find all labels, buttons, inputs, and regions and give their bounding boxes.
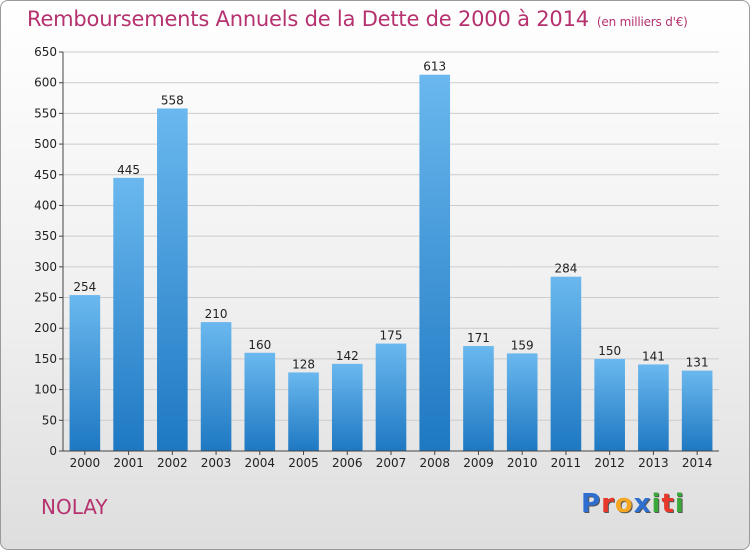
data-label-2010: 159	[511, 338, 534, 352]
data-label-2012: 150	[598, 344, 621, 358]
logo-letter: o	[614, 489, 634, 519]
proxiti-logo: Proxiti	[581, 489, 685, 519]
x-tick-label-2005: 2005	[288, 456, 319, 470]
chart-title: Remboursements Annuels de la Dette de 20…	[27, 7, 688, 31]
y-tick-label: 250	[34, 291, 57, 305]
y-tick-label: 300	[34, 260, 57, 274]
y-tick-label: 650	[34, 45, 57, 59]
bar-2009	[463, 346, 494, 451]
town-name: NOLAY	[41, 495, 108, 519]
x-tick-label-2010: 2010	[507, 456, 538, 470]
y-tick-label: 50	[42, 413, 57, 427]
data-label-2000: 254	[73, 280, 96, 294]
x-tick-label-2008: 2008	[419, 456, 450, 470]
x-tick-label-2012: 2012	[594, 456, 625, 470]
y-tick-label: 450	[34, 168, 57, 182]
logo-letter: r	[601, 489, 615, 519]
data-labels: 254 445 558 210 160 128 142 175 613 171 159 284 150 1…	[73, 60, 708, 372]
bar-2011	[550, 276, 582, 451]
y-tick-label: 200	[34, 321, 57, 335]
bar-2008	[419, 74, 451, 451]
x-tick-label-2006: 2006	[332, 456, 363, 470]
x-tick-label-2004: 2004	[245, 456, 276, 470]
bar-2003	[200, 322, 232, 451]
data-label-2006: 142	[336, 349, 359, 363]
bar-2002	[157, 108, 188, 451]
data-label-2001: 445	[117, 163, 140, 177]
x-tick-label-2011: 2011	[551, 456, 582, 470]
y-tick-label: 150	[34, 352, 57, 366]
x-tick-label-2007: 2007	[376, 456, 407, 470]
bars	[69, 74, 713, 452]
y-tick-label: 500	[34, 137, 57, 151]
data-label-2007: 175	[380, 329, 403, 343]
chart-title-text: Remboursements Annuels de la Dette de 20…	[27, 7, 589, 31]
y-tick-label: 100	[34, 383, 57, 397]
bar-2012	[594, 358, 625, 451]
x-tick-label-2009: 2009	[463, 456, 494, 470]
data-label-2013: 141	[642, 349, 665, 363]
data-label-2008: 613	[423, 60, 446, 74]
bar-2004	[244, 352, 276, 451]
logo-letter: i	[651, 489, 662, 519]
x-tick-label-2001: 2001	[113, 456, 144, 470]
data-label-2009: 171	[467, 331, 490, 345]
y-tick-label: 400	[34, 198, 57, 212]
y-tick-label: 550	[34, 106, 57, 120]
logo-letter: i	[674, 489, 685, 519]
data-label-2011: 284	[554, 262, 577, 276]
bar-2001	[113, 177, 144, 452]
y-tick-label: 600	[34, 76, 57, 90]
bar-2000	[69, 295, 101, 451]
bar-2007	[375, 343, 407, 451]
data-label-2003: 210	[205, 307, 228, 321]
bar-2014	[681, 370, 713, 451]
data-label-2004: 160	[248, 338, 271, 352]
bar-2005	[288, 372, 319, 451]
x-axis-ticks: 2000 2001 2002 2003 2004 2005 2006 2007 2008 2009…	[70, 451, 713, 470]
data-label-2002: 558	[161, 93, 184, 107]
y-tick-label: 0	[49, 444, 57, 458]
x-tick-label-2000: 2000	[70, 456, 101, 470]
bar-2010	[506, 353, 538, 451]
chart-unit-note: (en milliers d'€)	[596, 15, 688, 29]
y-tick-label: 350	[34, 229, 57, 243]
x-tick-label-2002: 2002	[157, 456, 188, 470]
x-tick-label-2003: 2003	[201, 456, 232, 470]
data-label-2005: 128	[292, 357, 315, 371]
data-label-2014: 131	[686, 356, 709, 370]
x-tick-label-2014: 2014	[682, 456, 713, 470]
x-tick-label-2013: 2013	[638, 456, 669, 470]
bar-2013	[638, 364, 669, 451]
logo-letter: t	[661, 489, 675, 519]
logo-letter: x	[633, 489, 652, 519]
logo-letter: P	[581, 489, 602, 519]
y-axis-ticks: 0 50 100 150 200 250 300 350 400 450 500 550 600 650	[34, 45, 63, 458]
bar-2006	[331, 363, 363, 451]
